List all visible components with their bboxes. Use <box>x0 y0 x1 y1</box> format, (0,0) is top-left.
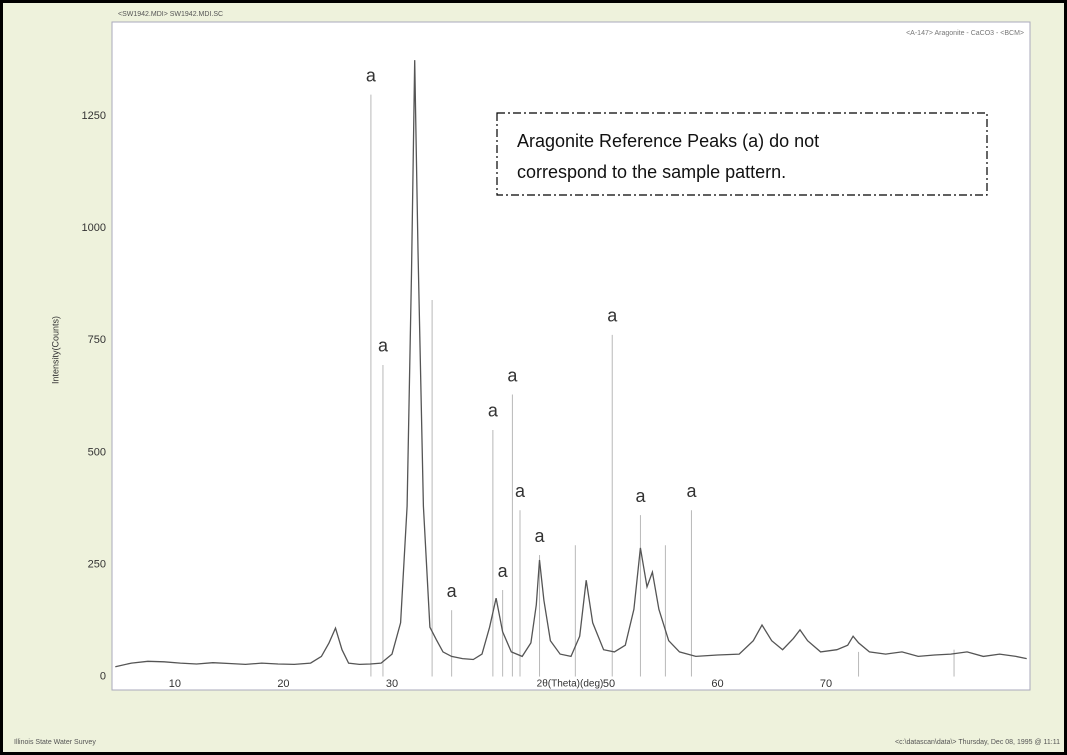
y-tick-label: 1000 <box>82 222 106 234</box>
annotation-line: correspond to the sample pattern. <box>517 162 786 182</box>
peak-label: a <box>635 486 646 506</box>
y-tick-label: 250 <box>88 558 106 570</box>
y-tick-label: 1250 <box>82 110 106 122</box>
footer-left: Illinois State Water Survey <box>14 739 96 746</box>
peak-label: a <box>366 65 377 85</box>
x-tick-label: 20 <box>277 678 289 690</box>
header-left: <SW1942.MDI> SW1942.MDI.SC <box>118 11 223 18</box>
peak-label: a <box>515 481 526 501</box>
peak-label: a <box>488 401 499 421</box>
pattern-line <box>115 60 1027 668</box>
x-tick-label: 50 <box>603 678 615 690</box>
header-right: <A-147> Aragonite - CaCO3 - <BCM> <box>906 30 1024 37</box>
annotation-line: Aragonite Reference Peaks (a) do not <box>517 131 819 151</box>
y-tick-label: 0 <box>100 670 106 682</box>
annotation-box <box>496 112 988 196</box>
peak-label: a <box>507 365 518 385</box>
peak-label: a <box>378 336 389 356</box>
x-tick-label: 10 <box>169 678 181 690</box>
x-axis-title: 2θ(Theta)(deg) <box>537 679 604 690</box>
x-tick-label: 60 <box>711 678 723 690</box>
y-axis-title: Intensity(Counts) <box>50 316 60 384</box>
peak-label: a <box>607 306 618 326</box>
footer-right: <c:\datascan\data\> Thursday, Dec 08, 19… <box>895 739 1060 746</box>
peak-label: a <box>447 581 458 601</box>
x-tick-label: 70 <box>820 678 832 690</box>
y-tick-label: 500 <box>88 446 106 458</box>
y-tick-label: 750 <box>88 334 106 346</box>
x-tick-label: 30 <box>386 678 398 690</box>
peak-label: a <box>498 561 509 581</box>
peak-label: a <box>686 481 697 501</box>
peak-label: a <box>535 526 546 546</box>
